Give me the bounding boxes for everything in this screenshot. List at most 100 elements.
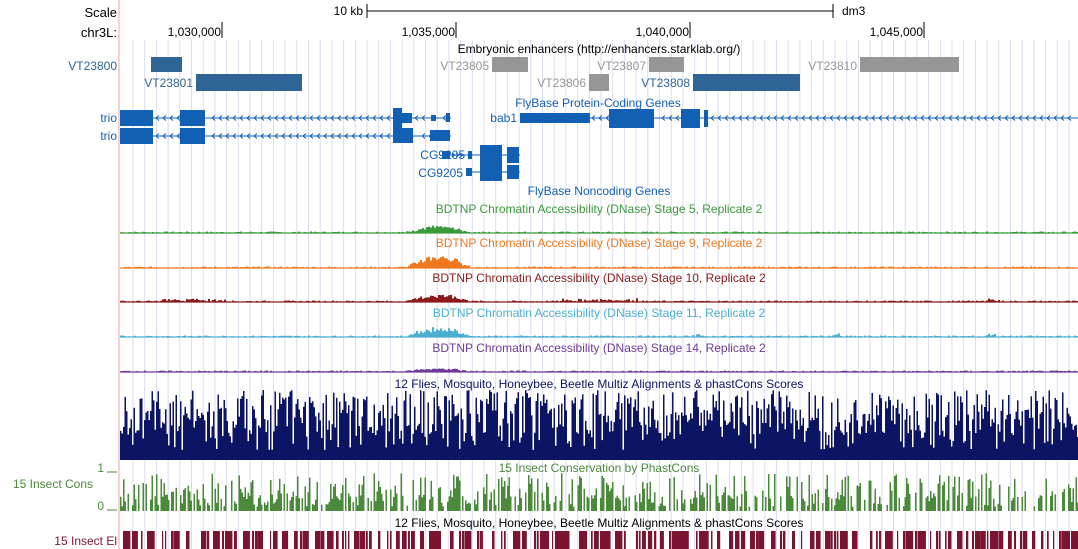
multiz-bar xyxy=(283,399,285,460)
conservation-bar xyxy=(835,498,837,511)
conserved-element-block xyxy=(603,531,607,549)
dnase-tracks[interactable]: BDTNP Chromatin Accessibility (DNase) St… xyxy=(120,202,1078,373)
dnase-signal-bar xyxy=(914,371,916,372)
dnase-signal-bar xyxy=(810,300,812,302)
strand-arrow xyxy=(1067,115,1072,121)
dnase-signal-bar xyxy=(982,371,984,372)
dnase-signal-bar xyxy=(410,334,412,337)
conservation-side-label[interactable]: 15 Insect Cons xyxy=(13,477,93,491)
dnase-signal-bar xyxy=(422,228,424,233)
conservation-bar xyxy=(873,503,875,511)
conservation-bar xyxy=(258,497,260,511)
conserved-element-block xyxy=(648,531,653,549)
dnase-signal-bar xyxy=(286,335,288,337)
enhancer-vt23801[interactable] xyxy=(196,74,302,91)
multiz-bar xyxy=(621,403,623,460)
gene-trio-transcript[interactable] xyxy=(120,128,451,144)
conservation-track[interactable]: 15 Insect Conservation by PhastCons 15 I… xyxy=(13,461,1078,513)
dnase-signal-bar xyxy=(380,301,382,302)
dnase-signal-bar xyxy=(350,335,352,337)
dnase-signal-bar xyxy=(428,330,430,337)
multiz-track-title[interactable]: 12 Flies, Mosquito, Honeybee, Beetle Mul… xyxy=(395,377,804,391)
multiz-bar xyxy=(738,435,740,460)
dnase-signal-bar xyxy=(492,267,494,268)
dnase-signal-bar xyxy=(670,267,672,268)
conserved-element-block xyxy=(624,531,626,549)
dnase-signal-bar xyxy=(706,232,708,233)
conservation-bar xyxy=(519,488,521,511)
conserved-element-block xyxy=(831,531,833,549)
multiz-bar xyxy=(511,413,513,460)
dnase-signal-bar xyxy=(488,335,490,337)
enhancer-vt23800[interactable] xyxy=(151,57,182,72)
multiz-bar xyxy=(709,413,711,460)
enhancers-side-label[interactable]: VT23800 xyxy=(68,59,117,73)
multiz-bar xyxy=(946,415,948,460)
dnase-signal-bar xyxy=(1000,370,1002,372)
conservation-bar xyxy=(642,481,644,511)
multiz-bar xyxy=(627,398,629,460)
multiz-bar xyxy=(405,391,407,460)
multiz-bar xyxy=(586,429,588,460)
dnase-signal-bar xyxy=(440,328,442,337)
conservation-bar xyxy=(474,499,476,511)
dnase-signal-bar xyxy=(400,232,402,233)
dnase-signal-bar xyxy=(794,371,796,372)
dnase-signal-bar xyxy=(726,231,728,233)
enhancer-vt23808[interactable] xyxy=(693,74,800,91)
dnase-signal-bar xyxy=(402,231,404,233)
multiz-track[interactable] xyxy=(120,390,1078,460)
dnase-signal-bar xyxy=(526,301,528,302)
conservation-bar xyxy=(306,506,308,511)
conservation-bar xyxy=(402,495,404,511)
ruler-tick-label: 1,030,000 xyxy=(168,25,222,39)
dnase-signal-bar xyxy=(960,266,962,268)
multiz-bar xyxy=(123,426,125,460)
enhancer-vt23807[interactable] xyxy=(649,57,684,72)
enhancers-track[interactable]: Embryonic enhancers (http://enhancers.st… xyxy=(68,42,959,91)
multiz-bar xyxy=(606,422,608,460)
dnase-signal-bar xyxy=(940,371,942,372)
dnase-signal-bar xyxy=(538,266,540,268)
gene-side-label-trio[interactable]: trio xyxy=(100,129,117,143)
conservation-bar xyxy=(1021,496,1023,511)
enhancer-vt23806[interactable] xyxy=(589,74,609,91)
enhancer-vt23805[interactable] xyxy=(492,57,528,72)
dnase-signal-bar xyxy=(456,229,458,233)
enhancer-vt23810[interactable] xyxy=(860,57,959,72)
conservation-bar xyxy=(856,485,858,511)
dnase-signal-bar xyxy=(442,294,444,302)
dnase-signal-bar xyxy=(408,370,410,372)
dnase-signal-bar xyxy=(412,262,414,268)
dnase-signal-bar xyxy=(656,266,658,268)
gene-side-label-trio[interactable]: trio xyxy=(100,111,117,125)
conserved-elements-track[interactable]: 12 Flies, Mosquito, Honeybee, Beetle Mul… xyxy=(54,516,1078,549)
dnase-signal-bar xyxy=(884,335,886,337)
gene-cg9205[interactable]: CG9205 CG9205 xyxy=(418,145,520,181)
dnase-signal-bar xyxy=(992,334,994,337)
gene-trio-transcript[interactable] xyxy=(120,108,451,128)
dnase-signal-bar xyxy=(604,336,606,337)
multiz-bar xyxy=(480,399,482,460)
noncoding-track-title[interactable]: FlyBase Noncoding Genes xyxy=(528,184,671,198)
multiz-bar xyxy=(1069,416,1071,460)
dnase-signal-bar xyxy=(1058,266,1060,268)
gene-bab1[interactable]: bab1 xyxy=(490,109,1078,128)
dnase-signal-bar xyxy=(188,299,190,302)
multiz-bar xyxy=(295,403,297,460)
dnase-signal-bar xyxy=(748,266,750,268)
elements-side-label[interactable]: 15 Insect El xyxy=(54,534,117,548)
dnase-signal-bar xyxy=(1072,267,1074,268)
dnase-signal-bar xyxy=(596,266,598,268)
multiz-bar xyxy=(747,390,749,460)
protein-coding-genes-track[interactable]: FlyBase Protein-Coding Genes trio trio b… xyxy=(100,96,1078,181)
multiz-bar xyxy=(126,411,128,460)
dnase-signal-bar xyxy=(374,335,376,337)
dnase-signal-bar xyxy=(334,335,336,337)
dnase-signal-bar xyxy=(568,231,570,233)
multiz-bar xyxy=(960,396,962,460)
dnase-signal-bar xyxy=(356,231,358,233)
gene-label-bab1: bab1 xyxy=(490,111,517,125)
conserved-element-block xyxy=(636,531,639,549)
